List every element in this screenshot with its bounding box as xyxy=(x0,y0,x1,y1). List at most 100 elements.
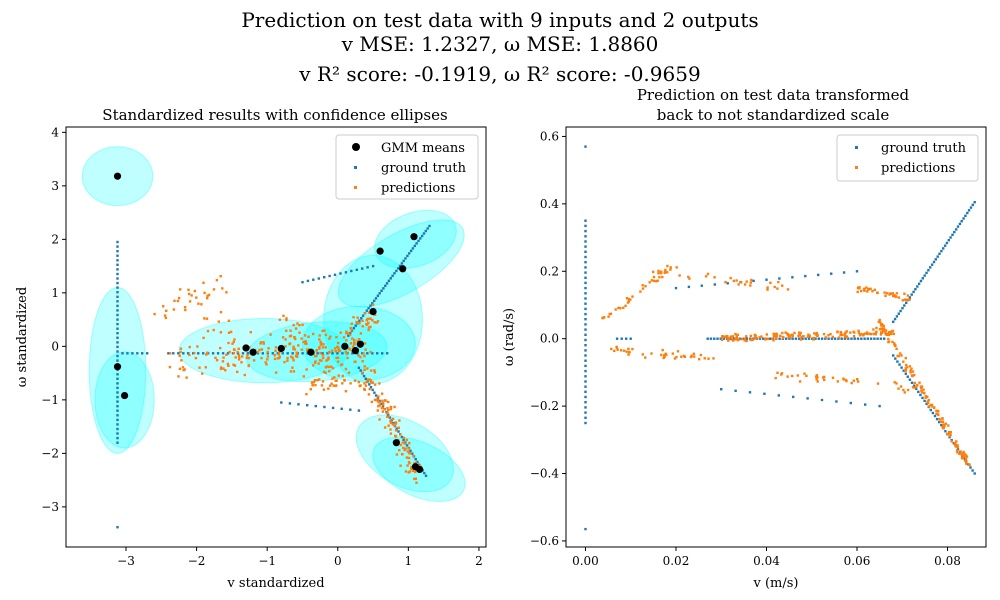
prediction-point xyxy=(678,274,681,277)
prediction-point xyxy=(853,331,856,334)
ground-truth-point xyxy=(584,229,587,233)
prediction-point xyxy=(883,327,886,331)
prediction-point xyxy=(347,347,351,350)
prediction-point xyxy=(687,275,690,279)
prediction-point xyxy=(243,373,246,377)
prediction-point xyxy=(707,357,710,360)
prediction-point xyxy=(729,276,732,280)
prediction-point xyxy=(703,357,706,360)
prediction-point xyxy=(318,334,321,337)
prediction-point xyxy=(343,379,346,382)
prediction-point xyxy=(892,294,895,298)
prediction-point xyxy=(203,317,206,320)
prediction-point xyxy=(317,362,320,365)
prediction-point xyxy=(880,331,883,334)
prediction-point xyxy=(903,391,906,394)
prediction-point xyxy=(775,334,779,338)
prediction-point xyxy=(864,332,867,335)
gmm-mean-point xyxy=(356,340,364,348)
prediction-point xyxy=(312,364,315,367)
prediction-point xyxy=(236,350,239,354)
ground-truth-point xyxy=(584,271,587,274)
prediction-point xyxy=(930,405,933,408)
y-tick-label: 0 xyxy=(51,339,59,353)
prediction-point xyxy=(296,322,299,325)
prediction-point xyxy=(726,334,729,338)
prediction-point xyxy=(394,422,398,425)
prediction-point xyxy=(292,370,296,373)
prediction-point xyxy=(932,406,936,409)
prediction-point xyxy=(788,334,791,337)
prediction-point xyxy=(277,353,280,356)
ground-truth-point xyxy=(202,352,205,355)
prediction-point xyxy=(359,332,363,335)
prediction-point xyxy=(176,299,180,303)
prediction-point xyxy=(852,335,856,338)
ground-truth-point xyxy=(584,286,587,290)
prediction-point xyxy=(878,318,881,322)
prediction-point xyxy=(410,467,413,470)
ground-truth-point xyxy=(842,271,846,274)
y-tick-label: −3 xyxy=(41,500,59,514)
prediction-point xyxy=(408,470,411,473)
ground-truth-point xyxy=(921,277,924,280)
ground-truth-point xyxy=(116,259,119,262)
prediction-point xyxy=(661,348,664,352)
ground-truth-point xyxy=(271,352,274,355)
prediction-point xyxy=(823,378,826,382)
ground-truth-point xyxy=(116,359,119,362)
prediction-point xyxy=(298,331,301,334)
prediction-point xyxy=(831,335,834,339)
ground-truth-point xyxy=(584,145,587,148)
prediction-point xyxy=(884,329,888,332)
prediction-point xyxy=(320,384,324,387)
prediction-point xyxy=(289,329,292,332)
ground-truth-point xyxy=(902,369,905,372)
prediction-point xyxy=(383,426,387,429)
ground-truth-point xyxy=(969,466,972,469)
ground-truth-point xyxy=(167,352,170,355)
ground-truth-point xyxy=(116,386,119,390)
ground-truth-point xyxy=(361,267,364,270)
prediction-point xyxy=(369,317,373,321)
prediction-point xyxy=(676,350,680,353)
prediction-point xyxy=(736,338,740,342)
prediction-point xyxy=(311,384,314,387)
prediction-point xyxy=(405,438,408,442)
prediction-point xyxy=(844,335,847,339)
ground-truth-point xyxy=(906,375,909,378)
prediction-point xyxy=(256,350,260,354)
ground-truth-point xyxy=(116,304,119,308)
ground-truth-point xyxy=(584,255,587,259)
ground-truth-point xyxy=(824,337,827,340)
prediction-point xyxy=(274,371,278,374)
ground-truth-point xyxy=(917,282,921,285)
prediction-point xyxy=(404,470,408,473)
prediction-point xyxy=(219,311,223,314)
prediction-point xyxy=(345,331,348,335)
prediction-point xyxy=(260,356,263,360)
ground-truth-point xyxy=(892,320,895,323)
ground-truth-point xyxy=(936,255,939,258)
prediction-point xyxy=(816,334,819,338)
prediction-point xyxy=(304,340,307,343)
prediction-point xyxy=(722,335,725,339)
legend-predictions-label: predictions xyxy=(381,181,455,196)
ground-truth-point xyxy=(584,276,587,279)
ground-truth-point xyxy=(932,260,936,264)
prediction-point xyxy=(162,305,165,308)
ground-truth-point xyxy=(784,337,788,340)
gmm-mean-point xyxy=(341,342,349,350)
ground-truth-point xyxy=(584,380,587,383)
prediction-point xyxy=(335,379,338,382)
prediction-point xyxy=(305,393,308,396)
prediction-point xyxy=(350,322,353,325)
prediction-point xyxy=(856,290,859,294)
prediction-point xyxy=(340,363,344,366)
prediction-point xyxy=(393,424,396,427)
ground-truth-point xyxy=(719,337,722,340)
prediction-point xyxy=(916,383,919,387)
prediction-point xyxy=(198,366,201,369)
ground-truth-point xyxy=(584,292,587,295)
prediction-point xyxy=(232,348,236,351)
